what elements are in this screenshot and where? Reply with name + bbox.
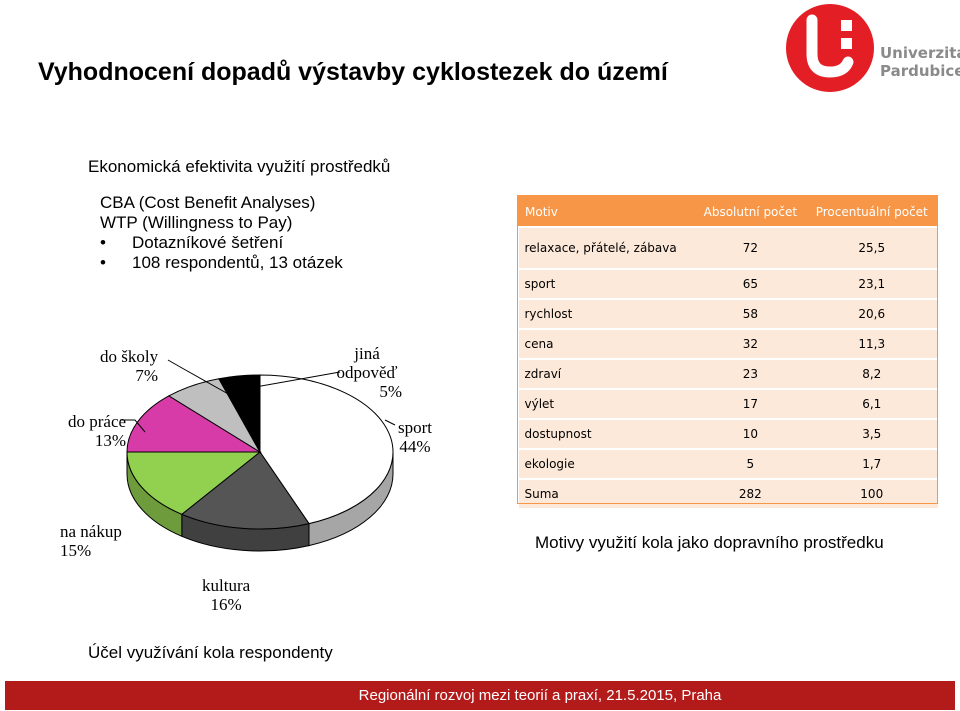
table-cell: zdraví <box>518 358 695 389</box>
table-cell: sport <box>518 268 695 299</box>
slide-title: Vyhodnocení dopadů výstavby cyklostezek … <box>38 58 668 86</box>
logo-line-2: Pardubice <box>880 62 960 80</box>
pie-label-value: 15% <box>60 541 92 560</box>
info-line-wtp: WTP (Willingness to Pay) <box>100 213 293 232</box>
university-logo-icon <box>786 4 874 92</box>
bullet-item: Dotazníkové šetření <box>100 233 343 253</box>
table-cell: 72 <box>694 226 807 269</box>
pie-label-name: jiná odpověď <box>336 344 398 382</box>
table-cell: 1,7 <box>806 448 938 479</box>
table-cell: 58 <box>694 298 807 329</box>
table-cell: 23,1 <box>806 268 938 299</box>
table-cell: Suma <box>518 478 695 508</box>
table-cell: výlet <box>518 388 695 419</box>
pie-chart <box>120 359 396 552</box>
pie-label-value: 5% <box>379 382 402 401</box>
table-cell: 32 <box>694 328 807 359</box>
pie-slice-sport <box>259 374 394 525</box>
table-cell: 10 <box>694 418 807 449</box>
table-row: rychlost 58 20,6 <box>518 298 938 329</box>
pie-slice-kultura <box>180 451 310 530</box>
table-cell: relaxace, přátelé, zábava <box>518 226 695 269</box>
table-cell: 6,1 <box>806 388 938 419</box>
pie-label-value: 13% <box>94 431 127 450</box>
table-cell: 20,6 <box>806 298 938 329</box>
bullet-item: 108 respondentů, 13 otázek <box>100 253 343 273</box>
table-header-cell: Motiv <box>517 196 696 228</box>
table-cell: 65 <box>694 268 807 299</box>
logo-text: Univerzita Pardubice <box>880 44 960 80</box>
info-line-cba: CBA (Cost Benefit Analyses) <box>100 193 316 212</box>
subtitle: Ekonomická efektivita využití prostředků <box>88 157 391 176</box>
table-cell: 100 <box>806 478 938 508</box>
pie-label-do-skoly: do školy 7% <box>100 347 158 385</box>
table-cell: dostupnost <box>518 418 695 449</box>
table-cell: 25,5 <box>806 226 938 269</box>
pie-slice-na-nakup <box>126 451 262 515</box>
pie-label-name: do školy <box>100 347 159 366</box>
pie-label-value: 44% <box>399 437 431 456</box>
pie-label-jina: jiná odpověď 5% <box>332 344 402 401</box>
chart-caption: Účel využívání kola respondenty <box>88 643 333 662</box>
pie-label-name: na nákup <box>60 522 122 541</box>
table-cell: 8,2 <box>806 358 938 389</box>
table-cell: 17 <box>694 388 807 419</box>
table-cell: 11,3 <box>806 328 938 359</box>
pie-label-sport: sport 44% <box>398 418 432 456</box>
table-row: ekologie 5 1,7 <box>518 448 938 479</box>
table-cell: 23 <box>694 358 807 389</box>
footer-text: Regionální rozvoj mezi teorií a praxí, 2… <box>358 687 722 704</box>
footer-bar: Regionální rozvoj mezi teorií a praxí, 2… <box>5 681 955 710</box>
table-row: relaxace, přátelé, zábava 72 25,5 <box>518 226 938 269</box>
pie-label-name: sport <box>398 418 432 437</box>
table-cell: 282 <box>694 478 807 508</box>
table-row: zdraví 23 8,2 <box>518 358 938 389</box>
table-row: výlet 17 6,1 <box>518 388 938 419</box>
pie-label-name: do práce <box>68 412 127 431</box>
table-cell: 3,5 <box>806 418 938 449</box>
pie-label-do-prace: do práce 13% <box>68 412 126 450</box>
table-caption: Motivy využití kola jako dopravního pros… <box>535 533 884 552</box>
university-logo <box>782 2 957 94</box>
pie-label-na-nakup: na nákup 15% <box>60 522 122 560</box>
pie-label-value: 7% <box>135 366 159 385</box>
table-header-row: Motiv Absolutní počet Procentuální počet <box>517 196 939 228</box>
table-row-total: Suma 282 100 <box>518 478 938 508</box>
leader-line-jina <box>249 371 341 389</box>
logo-line-1: Univerzita <box>880 44 960 62</box>
pie-leaders <box>120 359 396 433</box>
pie-label-value: 16% <box>210 595 242 614</box>
leader-line-sport <box>384 419 396 426</box>
table-cell: cena <box>518 328 695 359</box>
leader-line-do-skoly <box>167 359 231 396</box>
table-cell: ekologie <box>518 448 695 479</box>
motiv-table: Motiv Absolutní počet Procentuální počet… <box>517 196 939 508</box>
table-cell: 5 <box>694 448 807 479</box>
table-row: sport 65 23,1 <box>518 268 938 299</box>
table-header-cell: Absolutní počet <box>694 196 807 228</box>
pie-label-name: kultura <box>202 576 251 595</box>
info-lines: CBA (Cost Benefit Analyses) WTP (Willing… <box>100 193 343 273</box>
table-row: cena 32 11,3 <box>518 328 938 359</box>
table-header-cell: Procentuální počet <box>805 196 939 228</box>
pie-tops <box>126 374 394 530</box>
table-row: dostupnost 10 3,5 <box>518 418 938 449</box>
leader-line-do-prace <box>120 419 146 433</box>
pie-label-kultura: kultura 16% <box>202 576 250 614</box>
table-cell: rychlost <box>518 298 695 329</box>
pie-slice-do-prace <box>126 395 262 453</box>
